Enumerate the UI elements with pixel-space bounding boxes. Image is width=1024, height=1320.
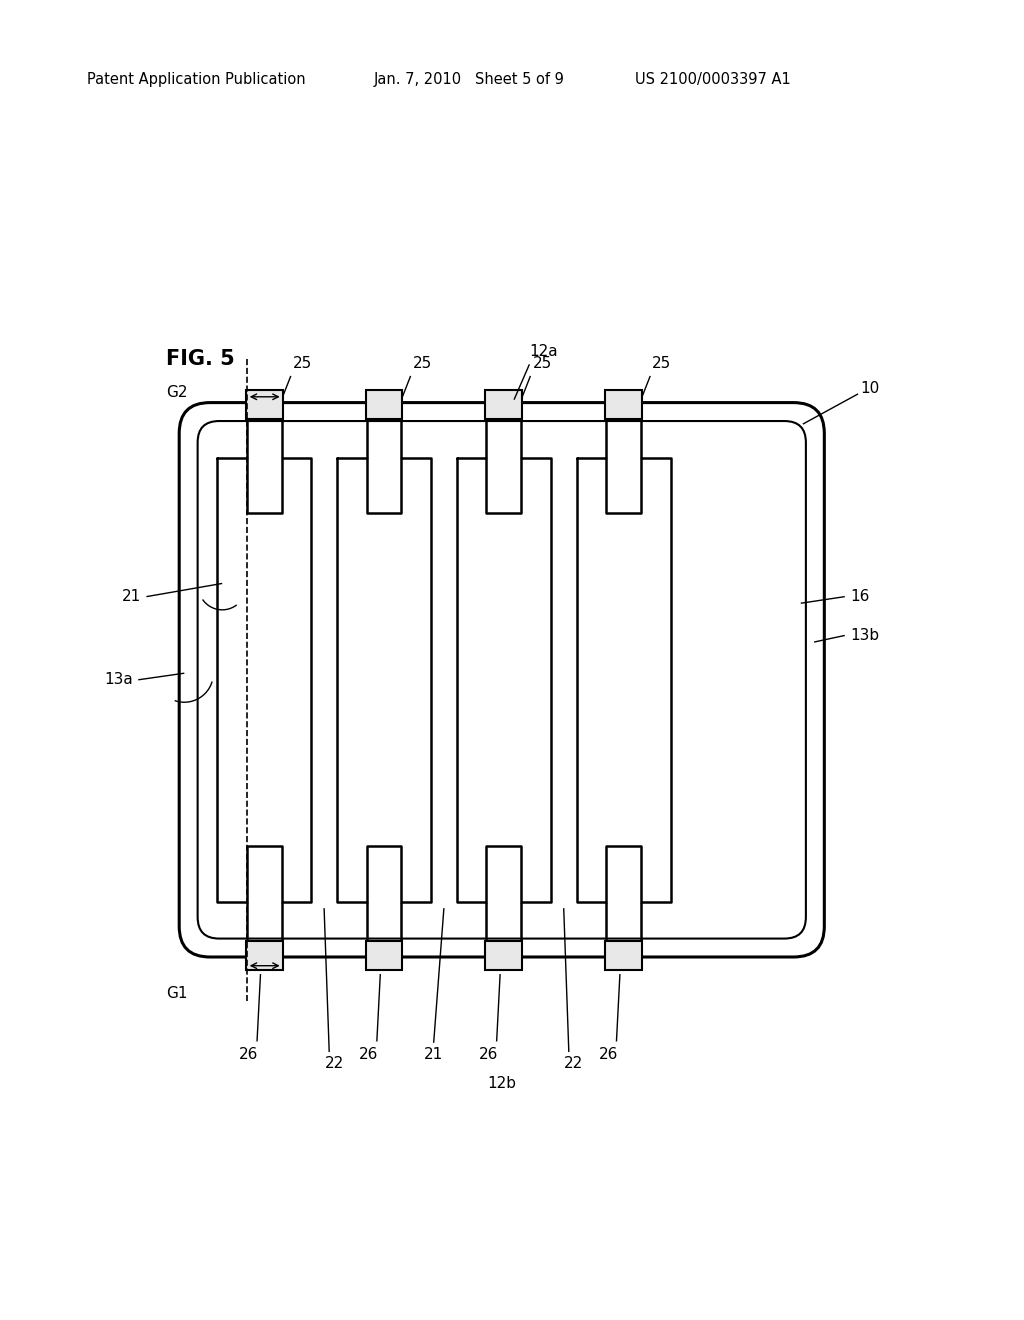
Bar	[485, 941, 522, 970]
Bar	[366, 389, 402, 418]
Text: 13b: 13b	[850, 628, 879, 643]
Text: 22: 22	[325, 1056, 344, 1071]
Text: Jan. 7, 2010   Sheet 5 of 9: Jan. 7, 2010 Sheet 5 of 9	[374, 71, 564, 87]
Text: 10: 10	[860, 380, 880, 396]
FancyBboxPatch shape	[179, 403, 824, 957]
Bar	[246, 389, 283, 418]
Text: 16: 16	[850, 589, 869, 605]
Text: 25: 25	[413, 355, 432, 371]
Text: 22: 22	[564, 1056, 584, 1071]
Polygon shape	[457, 458, 551, 902]
Bar	[246, 941, 283, 970]
Text: FIG. 5: FIG. 5	[166, 348, 234, 370]
Text: 21: 21	[424, 1047, 443, 1061]
Text: US 2100/0003397 A1: US 2100/0003397 A1	[635, 71, 791, 87]
Text: 25: 25	[652, 355, 672, 371]
FancyBboxPatch shape	[198, 421, 806, 939]
Text: Patent Application Publication: Patent Application Publication	[87, 71, 306, 87]
Text: 25: 25	[293, 355, 312, 371]
Text: 12a: 12a	[529, 345, 558, 359]
Text: 25: 25	[532, 355, 552, 371]
Polygon shape	[577, 458, 671, 902]
Polygon shape	[337, 458, 431, 902]
Bar	[605, 389, 642, 418]
Text: 13a: 13a	[104, 672, 133, 688]
Bar	[485, 389, 522, 418]
Bar	[366, 941, 402, 970]
Text: 21: 21	[122, 589, 141, 605]
Bar	[605, 941, 642, 970]
Text: 26: 26	[599, 1047, 617, 1061]
Text: G1: G1	[166, 986, 187, 1001]
Text: 12b: 12b	[487, 1076, 516, 1090]
Text: G2: G2	[166, 384, 187, 400]
Text: 26: 26	[479, 1047, 498, 1061]
Text: 26: 26	[359, 1047, 378, 1061]
Text: 26: 26	[240, 1047, 258, 1061]
Polygon shape	[217, 458, 311, 902]
